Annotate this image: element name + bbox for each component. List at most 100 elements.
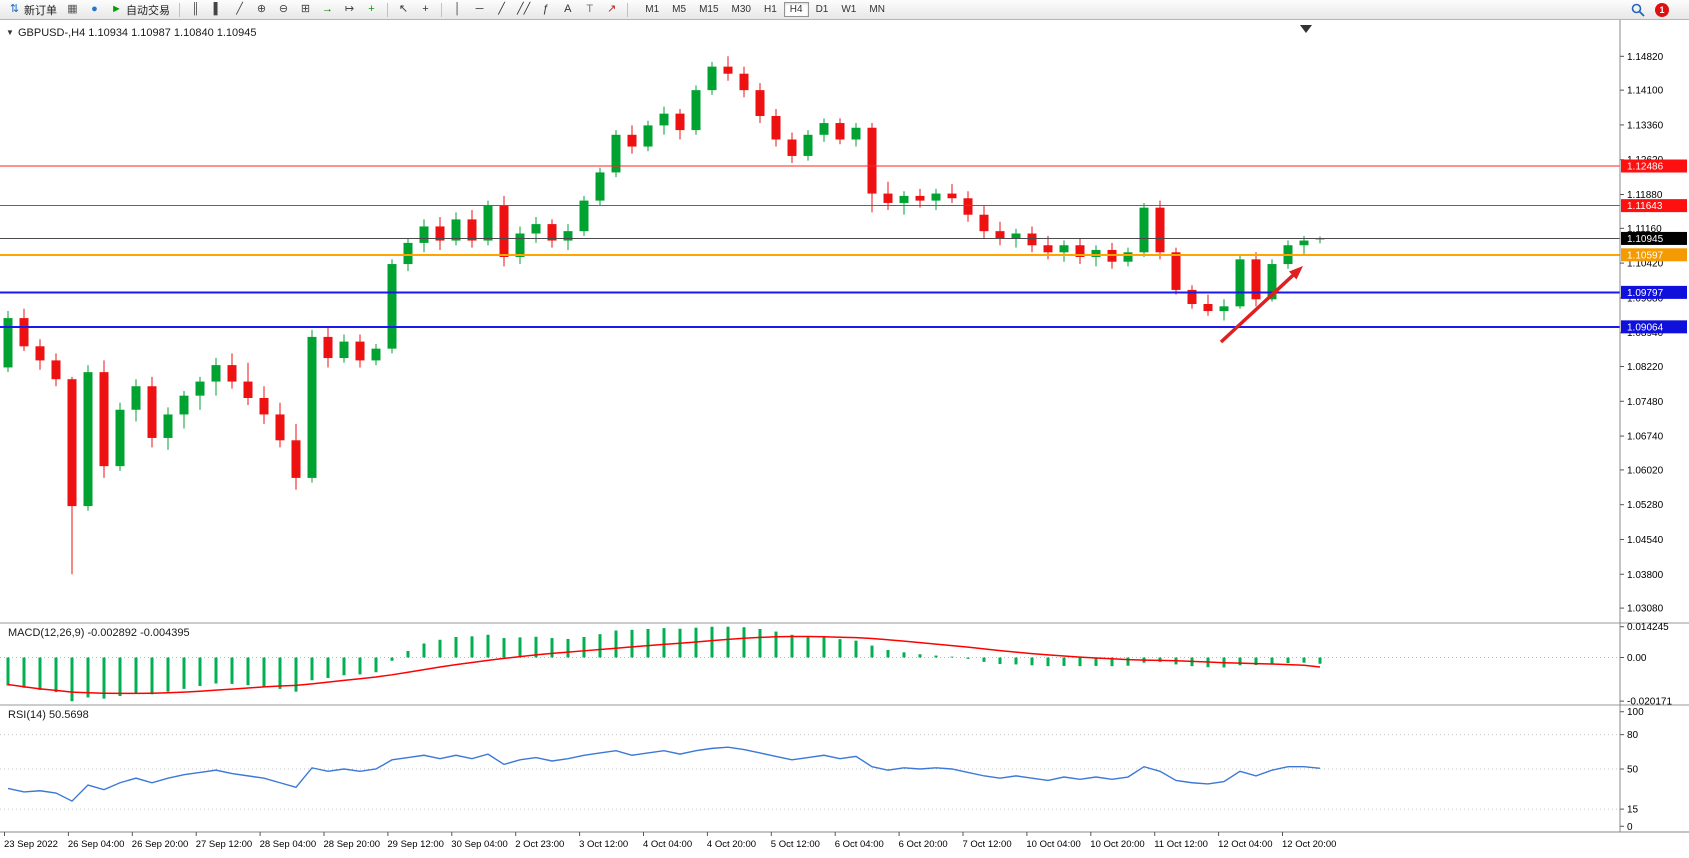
candle-body [819, 123, 829, 135]
time-tick-label: 10 Oct 20:00 [1090, 839, 1144, 850]
time-tick-label: 4 Oct 04:00 [643, 839, 692, 850]
timeframe-m5-button[interactable]: M5 [672, 4, 687, 15]
notification-badge[interactable]: 1 [1655, 2, 1669, 17]
horizontal-line-button[interactable]: ─ [469, 0, 490, 19]
text-label-icon: T [586, 3, 594, 15]
time-tick-label: 26 Sep 20:00 [132, 839, 189, 850]
chart-shift-icon: ↦ [344, 3, 355, 15]
candle-body [1235, 259, 1245, 307]
scroll-to-end-marker[interactable] [1300, 25, 1312, 33]
crosshair-button[interactable]: + [415, 0, 436, 19]
candle-body [675, 113, 685, 131]
chart-background[interactable] [0, 20, 1689, 858]
text-label-button[interactable]: T [579, 0, 600, 19]
candle-body [147, 386, 157, 438]
candle-body [707, 66, 717, 91]
time-tick-label: 4 Oct 20:00 [707, 839, 756, 850]
timeframe-h4-button[interactable]: H4 [783, 2, 809, 17]
chart-shift-button[interactable]: ↦ [339, 0, 360, 19]
symbol-dropdown-marker[interactable]: ▼ [6, 28, 14, 37]
candlestick-chart-button[interactable]: ▌ [207, 0, 228, 19]
zoom-in-button[interactable]: ⊕ [251, 0, 272, 19]
candle-body [563, 231, 573, 241]
candle-body [1219, 306, 1229, 312]
candle-body [963, 198, 973, 215]
arrow-annotation[interactable] [1219, 270, 1299, 344]
candle-body [1187, 289, 1197, 304]
timeframe-d1-button[interactable]: D1 [815, 4, 829, 15]
arrows-icon: ↗ [607, 3, 617, 15]
vertical-line-button[interactable]: │ [447, 0, 468, 19]
blue-support-line-2-label: 1.09064 [1627, 322, 1664, 333]
time-tick-label: 6 Oct 04:00 [835, 839, 884, 850]
candle-body [19, 318, 29, 347]
resistance-line-1-label: 1.12486 [1627, 162, 1664, 173]
candle-body [227, 365, 237, 382]
timeframe-h1-button[interactable]: H1 [763, 4, 777, 15]
candle-body [1091, 249, 1101, 257]
time-tick-label: 23 Sep 2022 [4, 839, 58, 850]
search-icon[interactable] [1631, 3, 1645, 17]
trendline-button[interactable]: ╱ [491, 0, 512, 19]
toolbar-right-group: 1 [1631, 2, 1669, 17]
timeframe-m1-button[interactable]: M1 [645, 4, 660, 15]
candle-body [291, 440, 301, 478]
fibonacci-button[interactable]: ƒ [535, 0, 556, 19]
candle-body [979, 214, 989, 232]
time-tick-label: 30 Sep 04:00 [451, 839, 508, 850]
candle-body [915, 195, 925, 201]
candlestick-chart-icon: ▌ [213, 3, 222, 15]
bar-chart-button[interactable]: ║ [185, 0, 206, 19]
candle-body [739, 73, 749, 91]
chart-canvas[interactable]: 1.148201.141001.133601.126201.118801.111… [0, 20, 1689, 858]
candle-body [755, 90, 765, 116]
candle-body [1059, 245, 1069, 253]
macd-signal-line [7, 635, 1321, 695]
toolbar: ⇅ 新订单 ▦ ● ► 自动交易 ║ ▌ ╱ ⊕ ⊖ ⊞ → ↦ + ↖ + [0, 0, 1689, 20]
candle-body [1043, 245, 1053, 253]
new-chart-button[interactable]: ▦ [62, 0, 83, 19]
time-tick-label: 27 Sep 12:00 [196, 839, 253, 850]
cursor-button[interactable]: ↖ [393, 0, 414, 19]
candle-body [451, 219, 461, 241]
candle-body [307, 336, 317, 478]
timeframe-mn-button[interactable]: MN [869, 4, 885, 15]
price-tick-label: 1.07480 [1627, 397, 1664, 408]
timeframe-m30-button[interactable]: M30 [731, 4, 751, 15]
time-tick-label: 29 Sep 12:00 [387, 839, 444, 850]
orange-support-line-label-box [1621, 248, 1687, 262]
price-tick-label: 1.05280 [1627, 500, 1664, 511]
price-tick-label: 1.03800 [1627, 570, 1664, 581]
market-watch-icon: ● [91, 3, 98, 15]
market-watch-button[interactable]: ● [84, 0, 105, 19]
new-order-button[interactable]: ⇅ 新订单 [4, 0, 61, 19]
indicators-button[interactable]: + [361, 0, 382, 19]
candle-body [499, 205, 509, 257]
time-tick-label: 6 Oct 20:00 [899, 839, 948, 850]
fibonacci-icon: ƒ [542, 3, 549, 15]
channel-button[interactable]: ╱╱ [513, 0, 534, 19]
zoom-out-button[interactable]: ⊖ [273, 0, 294, 19]
candle-body [163, 414, 173, 438]
timeframe-w1-button[interactable]: W1 [841, 4, 857, 15]
time-tick-label: 7 Oct 12:00 [963, 839, 1012, 850]
arrow-annotation-head[interactable] [1288, 266, 1303, 280]
candle-body [371, 348, 381, 361]
candle-body [547, 224, 557, 241]
autotrading-button[interactable]: ► 自动交易 [106, 0, 174, 19]
line-chart-button[interactable]: ╱ [229, 0, 250, 19]
timeframe-m15-button[interactable]: M15 [699, 4, 719, 15]
auto-scroll-button[interactable]: → [317, 0, 338, 19]
candle-body [595, 172, 605, 201]
candle-body [115, 409, 125, 467]
candle-body [835, 123, 845, 140]
price-tick-label: 1.14820 [1627, 52, 1664, 63]
candle-body [1123, 252, 1133, 262]
time-tick-label: 10 Oct 04:00 [1026, 839, 1080, 850]
text-button[interactable]: A [557, 0, 578, 19]
line-chart-icon: ╱ [236, 3, 243, 15]
candle-body [35, 346, 45, 361]
tile-windows-button[interactable]: ⊞ [295, 0, 316, 19]
candle-body [771, 116, 781, 140]
arrows-button[interactable]: ↗ [601, 0, 622, 19]
